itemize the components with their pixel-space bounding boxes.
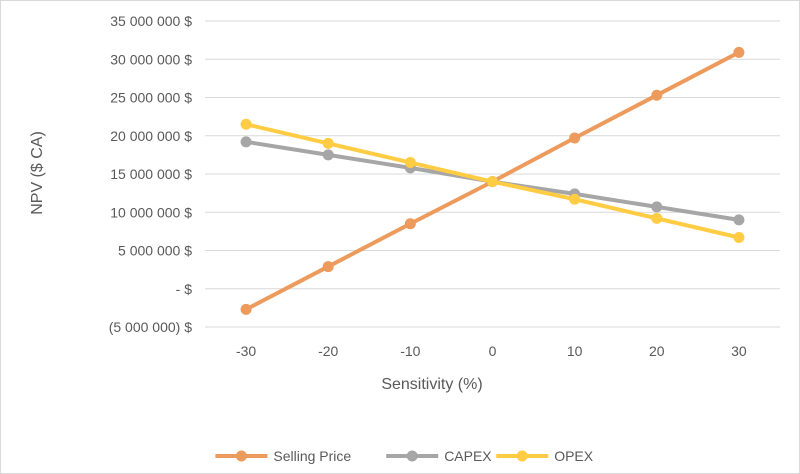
legend-label-selling-price: Selling Price xyxy=(273,448,351,464)
data-point-capex xyxy=(240,136,252,148)
y-tick-label: 25 000 000 $ xyxy=(110,90,192,106)
data-point-selling-price xyxy=(651,89,663,101)
x-tick-label: -30 xyxy=(236,343,256,359)
data-point-opex xyxy=(651,212,663,224)
y-tick-label: 15 000 000 $ xyxy=(110,166,192,182)
data-point-selling-price xyxy=(240,303,252,315)
legend-label-capex: CAPEX xyxy=(444,448,492,464)
data-point-capex xyxy=(651,201,663,213)
data-point-capex xyxy=(322,149,334,161)
y-axis-title: NPV ($ CA) xyxy=(29,131,46,215)
legend-marker-opex xyxy=(516,450,528,462)
y-tick-label: 35 000 000 $ xyxy=(110,13,192,29)
x-tick-label: -10 xyxy=(400,343,420,359)
gridlines xyxy=(205,20,780,328)
data-point-selling-price xyxy=(322,261,334,273)
data-point-opex xyxy=(322,137,334,149)
x-axis-title: Sensitivity (%) xyxy=(381,376,482,393)
y-tick-label: 20 000 000 $ xyxy=(110,128,192,144)
legend-marker-selling-price xyxy=(235,450,247,462)
data-point-capex xyxy=(733,214,745,226)
series-lines xyxy=(240,46,745,315)
data-point-opex xyxy=(733,231,745,243)
data-point-opex xyxy=(240,118,252,130)
data-point-opex xyxy=(487,176,498,188)
data-point-opex xyxy=(404,157,416,169)
x-tick-label: 0 xyxy=(489,343,497,359)
x-tick-label: 20 xyxy=(649,343,665,359)
legend-label-opex: OPEX xyxy=(554,448,594,464)
legend-marker-capex xyxy=(406,450,418,462)
data-point-selling-price xyxy=(569,132,581,144)
x-tick-label: 10 xyxy=(567,343,583,359)
data-point-opex xyxy=(569,193,581,205)
x-tick-label: 30 xyxy=(731,343,747,359)
y-axis-tick-labels: 35 000 000 $ 30 000 000 $ 25 000 000 $ 20 0… xyxy=(109,13,193,335)
y-tick-label: 5 000 000 $ xyxy=(118,243,192,259)
y-tick-label: - $ xyxy=(176,281,193,297)
x-axis-tick-labels: -30 -20 -10 0 10 20 30 xyxy=(236,343,747,359)
legend: Selling Price CAPEX OPEX xyxy=(215,448,594,464)
y-tick-label: 30 000 000 $ xyxy=(110,51,192,67)
y-tick-label: 10 000 000 $ xyxy=(110,204,192,220)
data-point-selling-price xyxy=(733,46,745,58)
data-point-selling-price xyxy=(404,218,416,230)
y-tick-label: (5 000 000) $ xyxy=(109,319,192,335)
x-tick-label: -20 xyxy=(318,343,338,359)
